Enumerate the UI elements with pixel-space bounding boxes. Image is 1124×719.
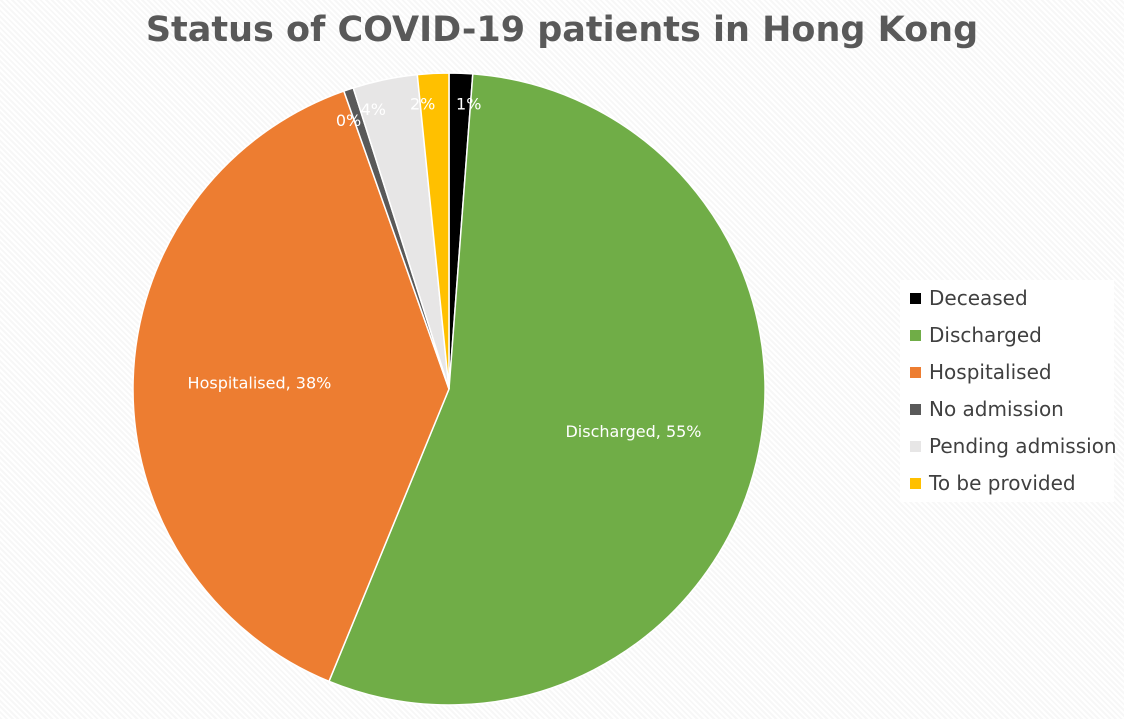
- legend-swatch: [910, 403, 921, 415]
- data-label-deceased: 1%: [456, 94, 481, 113]
- legend-item-no-admission: No admission: [910, 394, 1064, 424]
- legend-label: Hospitalised: [929, 360, 1052, 384]
- legend-item-discharged: Discharged: [910, 320, 1042, 350]
- data-label-no-admission: 0%: [336, 111, 361, 130]
- data-label-hospitalised: Hospitalised, 38%: [188, 374, 332, 393]
- legend-swatch: [910, 440, 921, 452]
- pie-slice-hospitalised: [132, 90, 450, 683]
- pie-slice-discharged: [328, 73, 766, 706]
- legend-label: No admission: [929, 397, 1064, 421]
- chart-title: Status of COVID-19 patients in Hong Kong: [145, 10, 979, 50]
- legend-item-hospitalised: Hospitalised: [910, 357, 1052, 387]
- pie-slice-to-be-provided: [416, 72, 450, 390]
- legend-item-to-be-provided: To be provided: [910, 468, 1076, 498]
- legend-label: To be provided: [929, 471, 1076, 495]
- legend-swatch: [910, 477, 921, 489]
- legend-label: Discharged: [929, 323, 1042, 347]
- data-label-to-be-provided: 2%: [410, 94, 435, 113]
- legend-swatch: [910, 366, 921, 378]
- pie-slices: [132, 72, 766, 706]
- data-label-discharged: Discharged, 55%: [565, 422, 701, 441]
- legend-swatch: [910, 292, 921, 304]
- legend-swatch: [910, 329, 921, 341]
- chart-legend: Deceased Discharged Hospitalised No admissi…: [900, 280, 1117, 502]
- legend-item-deceased: Deceased: [910, 283, 1028, 313]
- legend-label: Deceased: [929, 286, 1028, 310]
- data-label-pending-admission: 4%: [361, 100, 386, 119]
- legend-item-pending-admission: Pending admission: [910, 431, 1117, 461]
- legend-label: Pending admission: [929, 434, 1117, 458]
- pie-labels: 1% Discharged, 55% Hospitalised, 38% 0%4% 2%: [188, 94, 702, 441]
